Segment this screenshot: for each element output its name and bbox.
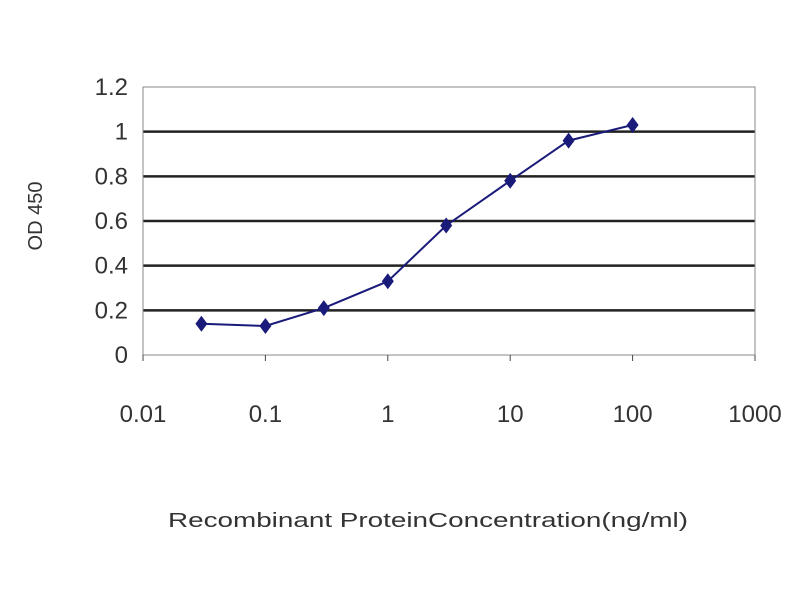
x-tick-label: 1	[381, 401, 394, 428]
data-point	[195, 315, 208, 332]
series	[195, 116, 639, 334]
y-tick-label: 1	[115, 119, 128, 146]
plot-area	[142, 86, 756, 356]
x-tick-label: 0.1	[249, 401, 282, 428]
data-point	[626, 116, 639, 133]
y-axis-label: OD 450	[25, 182, 47, 251]
data-point	[317, 300, 330, 317]
series-line	[201, 123, 633, 327]
gridlines	[143, 130, 755, 312]
y-tick-label: 0	[115, 342, 128, 369]
data-point	[440, 217, 453, 234]
y-tick-label: 0.2	[95, 297, 128, 324]
y-tick-label: 1.2	[95, 74, 128, 101]
data-point	[259, 317, 272, 334]
y-tick-label: 0.8	[95, 163, 128, 190]
x-axis-label: Recombinant ProteinConcentration(ng/ml)	[168, 510, 688, 532]
y-tick-labels: 0 0.2 0.4 0.6 0.8 1 1.2	[95, 74, 128, 369]
x-tick-label: 0.01	[120, 401, 167, 428]
x-tick-label: 100	[613, 401, 653, 428]
y-tick-label: 0.4	[95, 253, 128, 280]
x-tick-label: 1000	[728, 401, 781, 428]
x-tick-label: 10	[497, 401, 524, 428]
y-tick-label: 0.6	[95, 208, 128, 235]
data-point	[504, 172, 517, 189]
data-point	[381, 273, 394, 290]
x-tick-labels: 0.01 0.1 1 10 100 1000	[120, 355, 782, 428]
data-point	[562, 132, 575, 149]
